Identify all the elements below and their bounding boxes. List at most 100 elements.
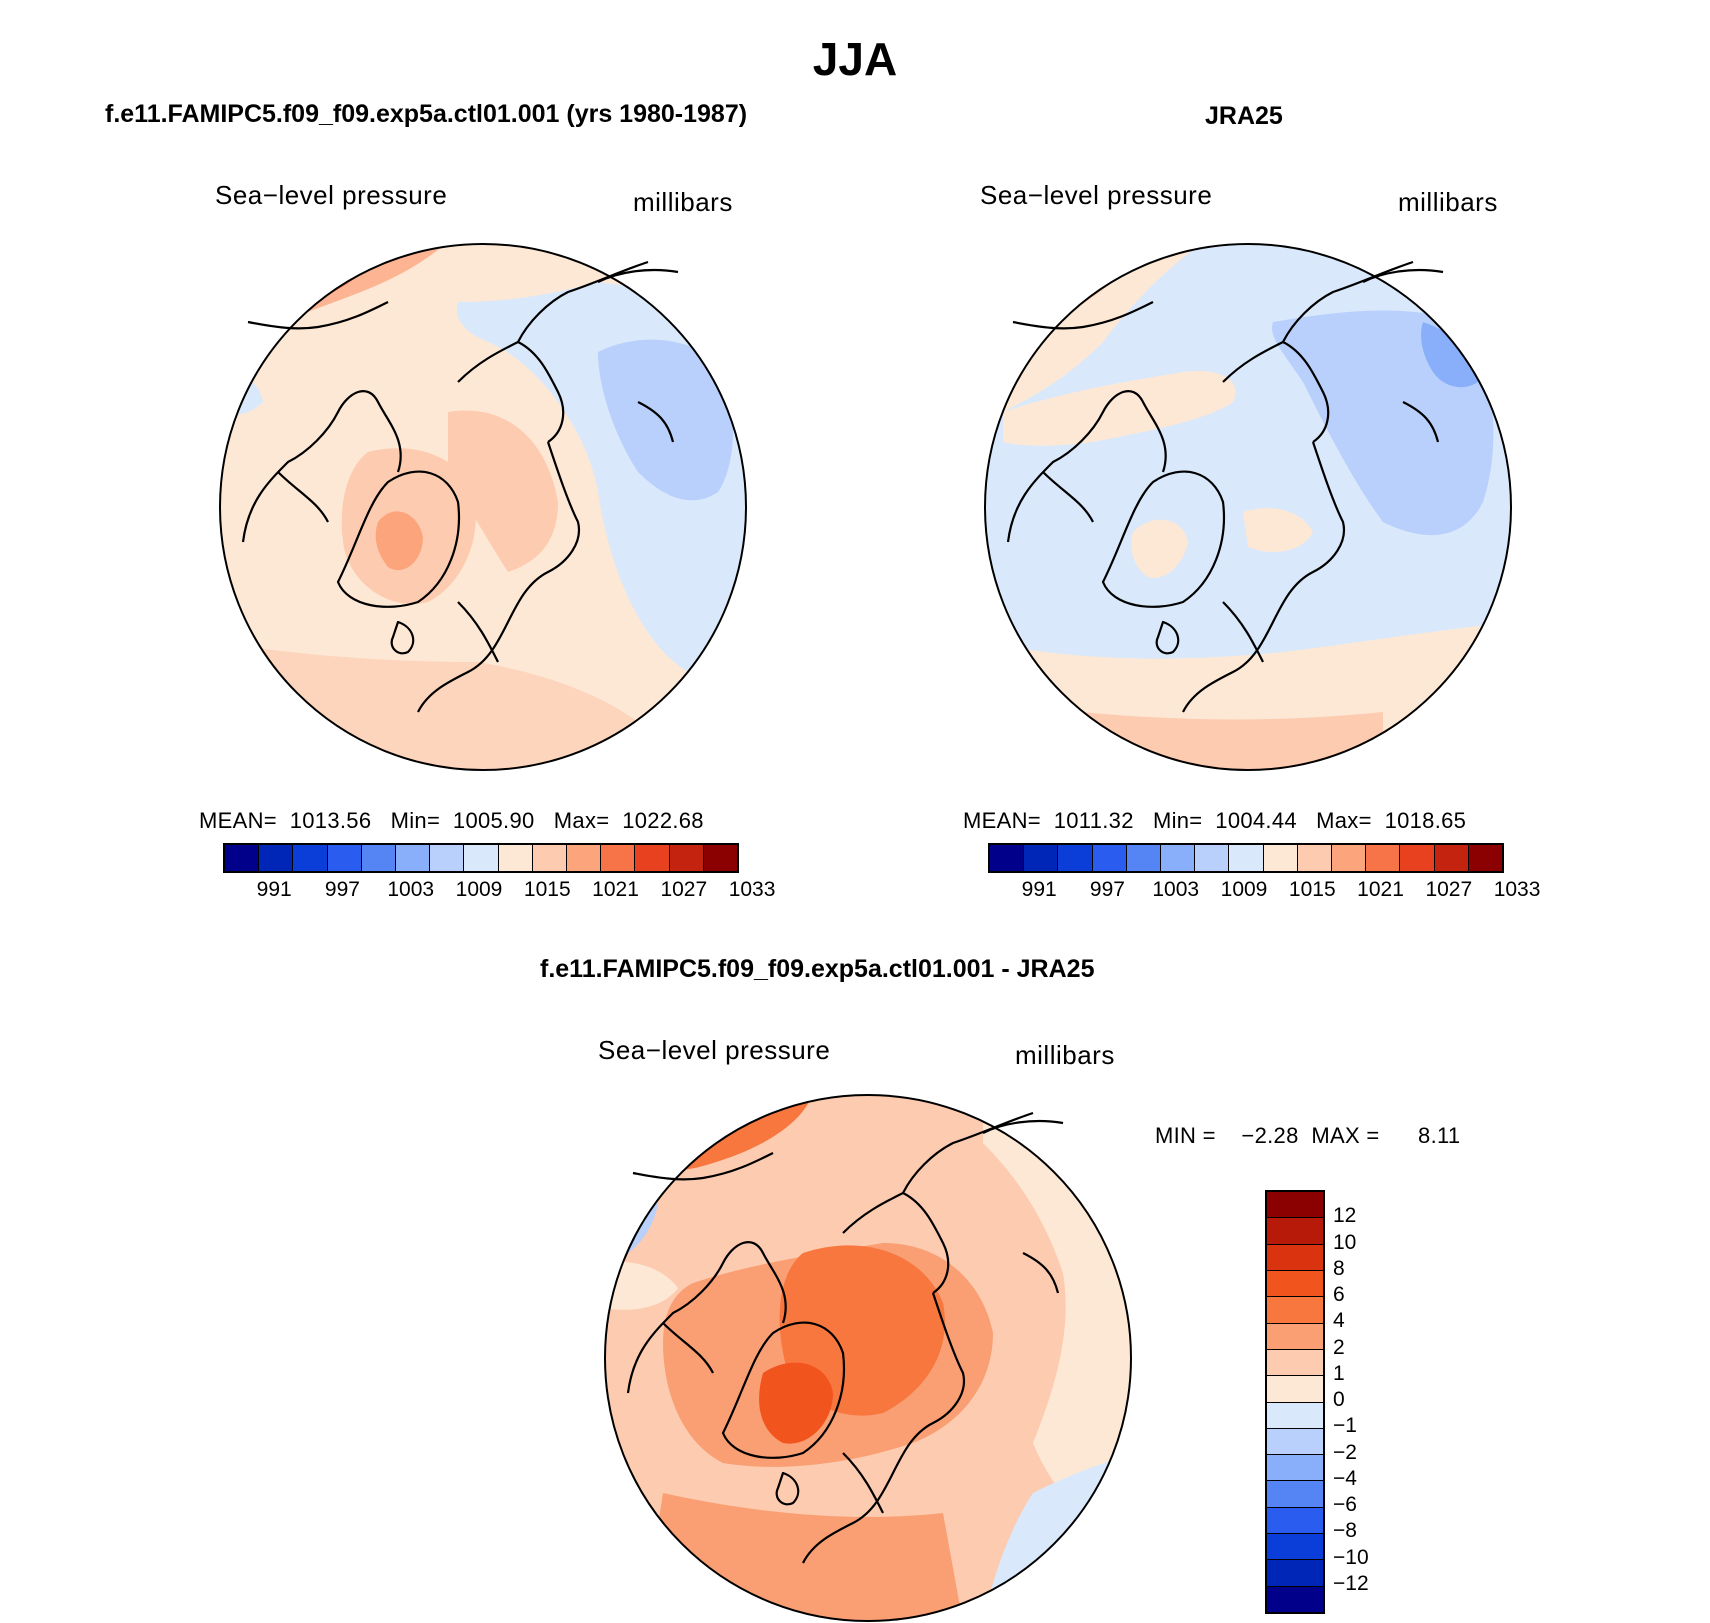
diff-variable-label: Sea−level pressure [598, 1035, 831, 1065]
right-colorbar-labels: 991 997 1003 1009 1015 1021 1027 1033 [988, 878, 1541, 906]
colorbar-swatch [361, 845, 397, 871]
colorbar-tick-label: 1015 [523, 878, 571, 901]
right-panel-title: JRA25 [1205, 102, 1283, 130]
colorbar-swatch [498, 845, 533, 871]
colorbar-swatch [635, 845, 670, 871]
colorbar-swatch [430, 845, 465, 871]
left-map-region-central-high [448, 410, 558, 572]
colorbar-tick-label: 1 [1333, 1361, 1345, 1385]
colorbar-tick-label: 997 [324, 878, 360, 901]
colorbar-tick-label: 1021 [592, 878, 639, 901]
left-map-coastlines [241, 260, 679, 713]
colorbar-swatch [1267, 1507, 1323, 1535]
right-map-region-pacific-low-core [1421, 322, 1478, 388]
colorbar-swatch [1267, 1560, 1323, 1587]
colorbar-tick-label: −10 [1333, 1545, 1369, 1569]
right-variable-label: Sea−level pressure [980, 180, 1213, 210]
colorbar-tick-label: 991 [256, 878, 292, 901]
left-variable-label: Sea−level pressure [215, 180, 448, 210]
colorbar-tick-label: 1015 [1288, 878, 1336, 901]
colorbar-swatch [1126, 845, 1162, 871]
colorbar-tick-label: 1027 [1425, 878, 1473, 901]
colorbar-tick-label: −4 [1333, 1466, 1357, 1490]
colorbar-swatch [1366, 845, 1401, 871]
left-map-region-greenland-core [375, 511, 423, 571]
colorbar-swatch [1297, 845, 1333, 871]
colorbar-swatch [601, 845, 636, 871]
colorbar-tick-label: 6 [1333, 1283, 1345, 1306]
right-polar-map [984, 243, 1512, 771]
colorbar-tick-label: 1021 [1357, 878, 1404, 901]
colorbar-swatch [567, 845, 602, 871]
colorbar-swatch [225, 845, 260, 871]
colorbar-swatch [1092, 845, 1127, 871]
colorbar-swatch [259, 845, 294, 871]
left-colorbar-labels: 991 997 1003 1009 1015 1021 1027 1033 [223, 878, 776, 906]
colorbar-swatch [1267, 1323, 1323, 1350]
right-units-label: millibars [1398, 187, 1498, 217]
colorbar-tick-label: 1003 [387, 878, 435, 901]
colorbar-swatch [464, 845, 499, 871]
colorbar-swatch [1058, 845, 1093, 871]
colorbar-swatch [1263, 845, 1298, 871]
left-units-label: millibars [633, 187, 733, 217]
colorbar-swatch [1267, 1455, 1323, 1482]
diff-panel-title: f.e11.FAMIPC5.f09_f09.exp5a.ctl01.001 - … [540, 955, 1095, 983]
colorbar-swatch [396, 845, 431, 871]
colorbar-tick-label: −6 [1333, 1493, 1357, 1516]
colorbar-swatch [1468, 845, 1503, 871]
colorbar-swatch [1267, 1586, 1323, 1612]
left-map-border [219, 243, 747, 771]
colorbar-swatch [1267, 1349, 1323, 1377]
colorbar-tick-label: 997 [1089, 878, 1125, 901]
colorbar-tick-label: 10 [1333, 1230, 1357, 1254]
right-stats: MEAN= 1011.32 Min= 1004.44 Max= 1018.65 [963, 808, 1467, 833]
right-colorbar [988, 843, 1504, 873]
left-colorbar [223, 843, 739, 873]
diff-colorbar-labels: 12 10 8 6 4 2 1 0 −1 −2 −4 −6 −8 −10 −12 [1333, 1190, 1413, 1610]
colorbar-tick-label: −2 [1333, 1440, 1357, 1464]
colorbar-tick-label: 1033 [728, 878, 776, 901]
colorbar-swatch [1267, 1218, 1323, 1245]
right-map-region-central-band [1003, 371, 1236, 446]
colorbar-tick-label: −1 [1333, 1414, 1357, 1438]
diff-map-region-west-zero [605, 1261, 678, 1310]
colorbar-swatch [1267, 1428, 1323, 1456]
right-map-region-greenland-patch [1131, 519, 1188, 578]
colorbar-swatch [532, 845, 568, 871]
right-map-border [984, 243, 1512, 771]
colorbar-tick-label: 4 [1333, 1309, 1345, 1333]
left-map-region-lowpressure-core [598, 339, 733, 501]
diff-units-label: millibars [1015, 1040, 1115, 1070]
colorbar-swatch [293, 845, 328, 871]
diff-stats: MIN = −2.28 MAX = 8.11 [1155, 1123, 1461, 1148]
colorbar-tick-label: 1027 [660, 878, 708, 901]
colorbar-swatch [1267, 1402, 1323, 1429]
colorbar-swatch [1332, 845, 1367, 871]
diff-colorbar [1265, 1190, 1325, 1614]
colorbar-swatch [990, 845, 1025, 871]
left-polar-map [219, 243, 747, 771]
colorbar-tick-label: 1033 [1493, 878, 1541, 901]
colorbar-swatch [1267, 1376, 1323, 1403]
colorbar-swatch [1195, 845, 1230, 871]
diff-map-coastlines [626, 1111, 1064, 1564]
diff-polar-map [604, 1094, 1132, 1622]
diff-map-region-greenland-core [759, 1362, 833, 1444]
colorbar-swatch [1267, 1244, 1323, 1271]
colorbar-swatch [703, 845, 738, 871]
colorbar-swatch [1267, 1534, 1323, 1561]
colorbar-swatch [669, 845, 704, 871]
colorbar-tick-label: 1003 [1152, 878, 1200, 901]
colorbar-tick-label: 12 [1333, 1204, 1357, 1228]
colorbar-swatch [1267, 1297, 1323, 1324]
right-map-coastlines [1006, 260, 1444, 713]
colorbar-tick-label: −12 [1333, 1571, 1369, 1595]
colorbar-swatch [1229, 845, 1264, 871]
colorbar-swatch [1024, 845, 1059, 871]
colorbar-tick-label: 8 [1333, 1256, 1345, 1280]
colorbar-swatch [1267, 1481, 1323, 1508]
colorbar-tick-label: 2 [1333, 1335, 1345, 1359]
left-panel-title: f.e11.FAMIPC5.f09_f09.exp5a.ctl01.001 (y… [105, 100, 748, 128]
right-map-region-central-patch [1243, 508, 1313, 552]
